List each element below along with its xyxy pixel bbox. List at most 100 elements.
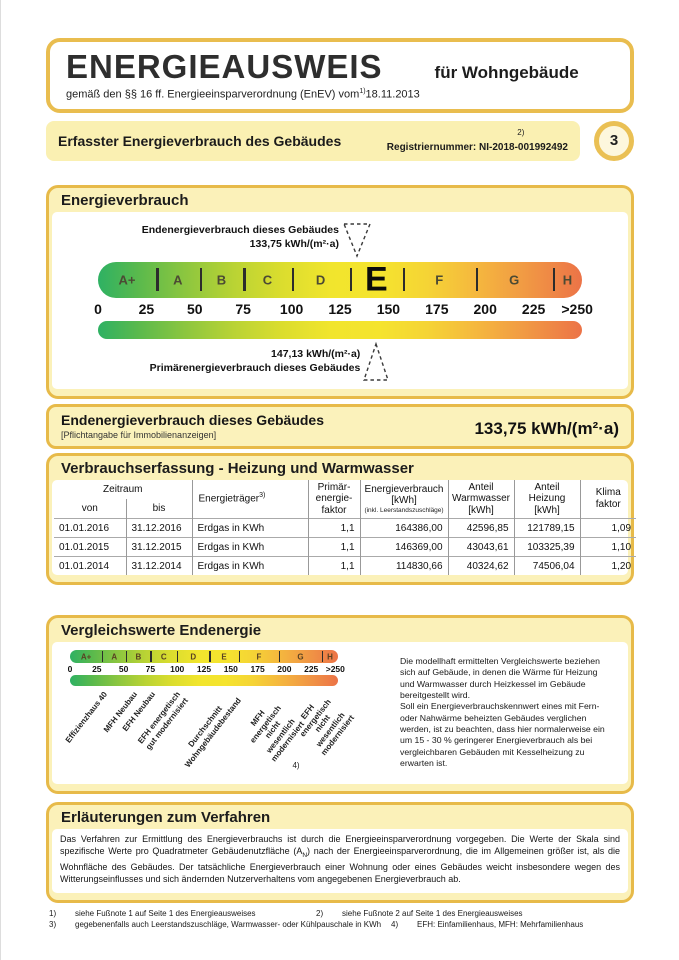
end-energy-band-value: 133,75 kWh/(m²·a) — [474, 418, 619, 438]
building-type-label: für Wohngebäude — [434, 63, 579, 82]
end-energy-value: 133,75 kWh/(m²·a) — [249, 237, 339, 250]
footnote-ref-4: 4) — [292, 761, 300, 771]
comparison-tick-labels: 0 25 50 75 100 125 150 175 200 225 >250 — [67, 664, 345, 675]
class-divider — [402, 268, 406, 292]
end-energy-band-title: Endenergieverbrauch dieses Gebäudes — [61, 411, 324, 428]
cell-klimafaktor: 1,10 — [579, 537, 637, 557]
header-energietraeger: Energieträger3) — [191, 479, 309, 519]
class-letter-g: G — [297, 652, 304, 662]
comparison-info-text-1: Die modellhaft ermittelten Vergleichswer… — [400, 656, 600, 701]
footnote-2-number: 2) — [316, 909, 324, 919]
tick-125: 125 — [328, 300, 352, 317]
class-letter-h: H — [562, 272, 573, 288]
comparison-info-block: Die modellhaft ermittelten Vergleichswer… — [372, 642, 628, 784]
class-divider — [102, 651, 104, 662]
tick-150: 150 — [376, 300, 401, 317]
tick-125: 125 — [196, 664, 212, 675]
consumption-table-panel: Verbrauchserfassung - Heizung und Warmwa… — [46, 452, 637, 586]
cell-energietraeger: Erdgas in KWh — [191, 537, 309, 557]
section-header-band: Erfasster Energieverbrauch des Gebäudes … — [46, 120, 580, 161]
tick-225: 225 — [521, 300, 546, 317]
header-box: ENERGIEAUSWEIS für Wohngebäude gemäß den… — [46, 38, 634, 113]
class-divider — [349, 268, 353, 292]
class-divider — [291, 268, 295, 292]
primary-energy-pointer-icon — [363, 341, 390, 381]
cell-energietraeger: Erdgas in KWh — [191, 556, 309, 576]
ref-label-effizienzhaus40: Effizienzhaus 40 — [63, 690, 110, 745]
header-primaerenergiefaktor: Primär- energie- faktor — [307, 479, 361, 519]
cell-heizung: 74506,04 — [513, 556, 581, 576]
cell-von: 01.01.2014 — [54, 556, 126, 576]
class-divider — [243, 268, 246, 292]
explanation-panel-title: Erläuterungen zum Verfahren — [61, 809, 271, 827]
header-energieverbrauch-note: (inkl. Leerstandszuschläge) — [364, 506, 444, 514]
ref-label-efh-nicht-modernisiert: EFH energetisch nicht wesentlich moderni… — [298, 697, 357, 758]
class-divider — [156, 268, 159, 292]
footnote-4-text: EFH: Einfamilienhaus, MFH: Mehrfamilienh… — [417, 920, 584, 930]
footnote-ref-2: 2) — [517, 127, 525, 137]
explanation-text-pre: Das Verfahren zur Ermittlung des Energie… — [60, 834, 620, 857]
cell-bis: 31.12.2014 — [125, 556, 193, 576]
footnote-2-text: siehe Fußnote 2 auf Seite 1 des Energiea… — [342, 909, 523, 919]
footnote-ref-3: 3) — [259, 492, 266, 500]
cell-pef: 1,1 — [307, 518, 361, 538]
page-number-badge: 3 — [594, 120, 634, 161]
tick-75: 75 — [235, 300, 251, 317]
tick-100: 100 — [170, 664, 185, 675]
cell-warmwasser: 43043,61 — [447, 537, 515, 557]
tick-250plus: >250 — [325, 664, 345, 675]
tick-200: 200 — [473, 300, 497, 317]
law-reference-prefix: gemäß den §§ 16 ff. Energieeinsparverord… — [66, 88, 360, 101]
header-energieverbrauch: Energieverbrauch [kWh] (inkl. Leerstandsz… — [359, 479, 449, 519]
class-letter-d: D — [315, 272, 326, 288]
cell-heizung: 103325,39 — [513, 537, 581, 557]
cell-energietraeger: Erdgas in KWh — [191, 518, 309, 538]
cell-warmwasser: 40324,62 — [447, 556, 515, 576]
tick-0: 0 — [67, 664, 73, 675]
cell-von: 01.01.2016 — [54, 518, 126, 538]
header-klimafaktor: Klima faktor — [579, 479, 637, 519]
header-bis: bis — [125, 498, 193, 519]
class-divider — [209, 651, 211, 662]
cell-von: 01.01.2015 — [54, 537, 126, 557]
cell-pef: 1,1 — [307, 556, 361, 576]
comparison-reference-labels: Effizienzhaus 40 MFH Neubau EFH Neubau E… — [64, 686, 357, 784]
footnotes-block: 1) siehe Fußnote 1 auf Seite 1 des Energ… — [46, 909, 634, 929]
end-energy-label: Endenergieverbrauch dieses Gebäudes — [141, 223, 339, 236]
tick-250plus: >250 — [561, 300, 593, 317]
class-divider — [177, 651, 179, 662]
method-explanation-panel: Erläuterungen zum Verfahren Das Verfahre… — [46, 802, 634, 904]
explanation-text-post: ) nach der Energieeinsparverordnung, die… — [60, 846, 620, 884]
class-letter-aplus: A+ — [80, 652, 92, 662]
tick-225: 225 — [304, 664, 319, 675]
header-energieverbrauch-text: Energieverbrauch [kWh] — [364, 483, 444, 507]
tick-50: 50 — [187, 300, 203, 317]
comparison-info-text-2: Soll ein Energieverbrauchskennwert eines… — [400, 701, 605, 768]
table-row: 01.01.2014 31.12.2014 Erdgas in KWh 1,1 … — [54, 556, 637, 576]
scale-tick-labels: 0 25 50 75 100 125 150 175 200 225 >250 — [94, 300, 593, 320]
footnote-3-number: 3) — [49, 920, 57, 930]
header-zeitraum: Zeitraum — [103, 483, 143, 495]
class-letter-a: A — [111, 652, 118, 662]
class-divider — [552, 268, 556, 292]
header-anteil-heizung: Anteil Heizung [kWh] — [513, 479, 581, 519]
class-divider — [199, 268, 203, 292]
comparison-panel: Vergleichswerte Endenergie — [46, 615, 634, 795]
cell-bis: 31.12.2015 — [125, 537, 193, 557]
footnote-1-number: 1) — [49, 909, 57, 919]
class-divider — [238, 651, 241, 662]
comparison-scale-block: A+ A B C D E F G H 0 25 — [52, 642, 372, 784]
cell-warmwasser: 42596,85 — [447, 518, 515, 538]
class-letter-d: D — [190, 652, 197, 662]
class-letter-aplus: A+ — [118, 272, 136, 288]
comparison-gradient-bar — [70, 675, 338, 687]
explanation-text: Das Verfahren zur Ermittlung des Energie… — [52, 829, 628, 893]
class-divider — [150, 651, 152, 662]
comparison-class-scale: A+ A B C D E F G H — [70, 650, 338, 664]
explanation-text-sub: N — [302, 852, 308, 860]
table-row: 01.01.2016 31.12.2016 Erdgas in KWh 1,1 … — [54, 518, 637, 538]
cell-klimafaktor: 1,09 — [579, 518, 637, 538]
document-title: ENERGIEAUSWEIS — [66, 48, 383, 85]
gradient-bar — [98, 320, 582, 339]
end-energy-band: Endenergieverbrauch dieses Gebäudes [Pfl… — [46, 403, 634, 449]
